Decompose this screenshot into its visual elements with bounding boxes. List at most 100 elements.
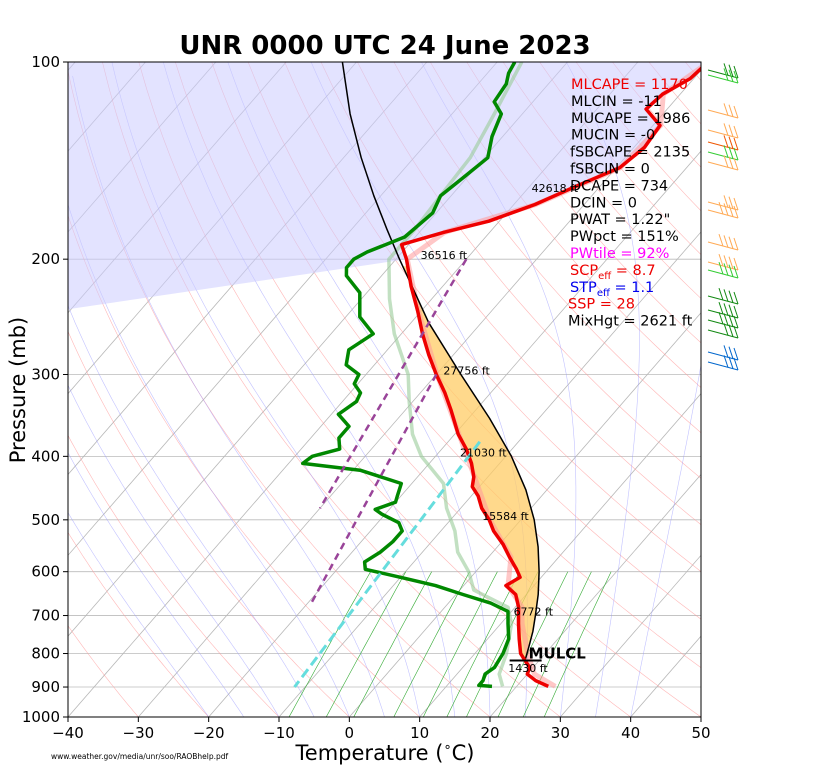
shaded-areas — [68, 62, 701, 661]
dry-adiabat — [68, 69, 491, 717]
parameter-text: STPeff = 1.1 — [570, 280, 654, 299]
parameter-text: PWpct = 151% — [570, 229, 679, 245]
parameter-text: fSBCIN = 0 — [570, 162, 650, 178]
x-tick-label: 30 — [551, 724, 570, 742]
moist-adiabat — [163, 62, 456, 717]
wind-barb — [707, 355, 739, 371]
mixing-ratio-line — [522, 571, 592, 717]
wind-barb — [707, 63, 739, 79]
x-tick-label: −10 — [263, 724, 295, 742]
wind-barb — [707, 123, 739, 139]
wind-barbs — [707, 63, 739, 371]
dewpoint-line — [300, 62, 517, 689]
parameter-text: DCAPE = 734 — [570, 178, 668, 194]
height-label: 27756 ft — [443, 365, 490, 378]
y-axis-ticks: 100 200 300 400 500 600 700 800 900 1000 — [22, 53, 68, 726]
parameter-text: SSP = 28 — [568, 297, 635, 313]
y-tick-label: 500 — [31, 511, 60, 529]
parameter-text: PWtile = 92% — [570, 246, 669, 262]
isotherm-line — [208, 150, 701, 717]
mixing-ratio-line — [353, 571, 432, 717]
y-tick-label: 200 — [31, 250, 60, 268]
mulcl-label: MULCL — [529, 645, 587, 663]
parameter-text: MLCIN = -11 — [571, 94, 662, 110]
parameter-text: DCIN = 0 — [570, 195, 637, 211]
plot-frame — [67, 61, 702, 718]
y-tick-label: 700 — [31, 607, 60, 625]
temperature-line — [399, 66, 701, 688]
dry-adiabat — [102, 62, 561, 717]
dry-adiabat — [68, 330, 350, 717]
moist-adiabat — [566, 62, 640, 717]
x-tick-label: −40 — [52, 724, 84, 742]
wind-barb — [707, 201, 739, 219]
height-label: 15584 ft — [482, 510, 529, 523]
mixing-ratio-line — [446, 571, 520, 717]
wind-barb — [707, 195, 739, 211]
chart-title: UNR 0000 UTC 24 June 2023 — [179, 31, 590, 61]
wind-barb — [707, 253, 739, 271]
parameter-text: MixHgt = 2621 ft — [568, 314, 693, 330]
wind-barb — [707, 261, 739, 279]
dry-adiabat — [430, 62, 701, 388]
dgz-line — [318, 258, 468, 509]
mixing-ratio-line — [393, 571, 470, 717]
moist-adiabat — [72, 75, 385, 717]
moist-adiabat — [630, 363, 701, 717]
height-label: 6772 ft — [514, 606, 554, 619]
dry-adiabat — [68, 531, 209, 717]
x-tick-label: 0 — [345, 724, 355, 742]
isotherm-line — [560, 554, 701, 717]
wind-barb — [707, 135, 739, 151]
parameter-text: MLCAPE = 1170 — [571, 77, 688, 93]
y-tick-label: 800 — [31, 645, 60, 663]
wind-barb — [707, 311, 739, 329]
wind-barb — [707, 301, 739, 319]
x-tick-label: 10 — [410, 724, 429, 742]
dry-adiabat — [138, 62, 631, 717]
dry-adiabat — [284, 62, 701, 573]
mixing-ratio-line — [325, 571, 407, 717]
parcel-line — [341, 62, 540, 661]
dry-adiabat — [393, 62, 701, 434]
parameter-text: fSBCAPE = 2135 — [570, 145, 690, 161]
stratosphere-area — [68, 62, 701, 310]
x-tick-label: −30 — [123, 724, 155, 742]
wind-barb — [707, 155, 739, 171]
dry-adiabat — [247, 62, 701, 620]
height-label: 1430 ft — [508, 662, 548, 675]
isotherm-line — [419, 393, 701, 717]
credit-url: www.weather.gov/media/unr/soo/RAOBhelp.p… — [51, 752, 229, 761]
moist-adiabat — [68, 304, 315, 717]
y-tick-label: 1000 — [22, 708, 60, 726]
y-tick-label: 300 — [31, 366, 60, 384]
y-tick-label: 100 — [31, 53, 60, 71]
moist-adiabat — [68, 511, 209, 717]
parameter-text: MUCAPE = 1986 — [571, 111, 690, 127]
mixing-ratio-line — [288, 571, 371, 717]
dry-adiabat — [68, 434, 280, 717]
isotherm-line — [349, 312, 701, 717]
dgz-line — [310, 373, 438, 604]
height-label: 42618 ft — [532, 182, 579, 195]
moist-adiabat — [68, 452, 245, 717]
height-label: 36516 ft — [421, 249, 468, 262]
dry-adiabat — [68, 625, 139, 717]
wind-barb — [707, 345, 739, 361]
sounding-annotations: 42618 ft 36516 ft 27756 ft 21030 ft 15584 ft… — [421, 182, 587, 675]
y-tick-label: 600 — [31, 563, 60, 581]
mixing-ratio-line — [543, 571, 612, 717]
x-tick-label: 50 — [691, 724, 710, 742]
dry-adiabat — [466, 62, 701, 344]
y-tick-label: 400 — [31, 447, 60, 465]
moist-adiabat — [68, 384, 280, 717]
moist-adiabat — [111, 62, 420, 717]
x-tick-label: 20 — [480, 724, 499, 742]
wind-barb — [707, 233, 739, 251]
dry-adiabat — [68, 214, 420, 717]
wind-barb — [707, 287, 739, 305]
isotherm-line — [489, 473, 701, 717]
wind-barb — [707, 145, 739, 161]
dry-adiabat — [357, 62, 701, 479]
